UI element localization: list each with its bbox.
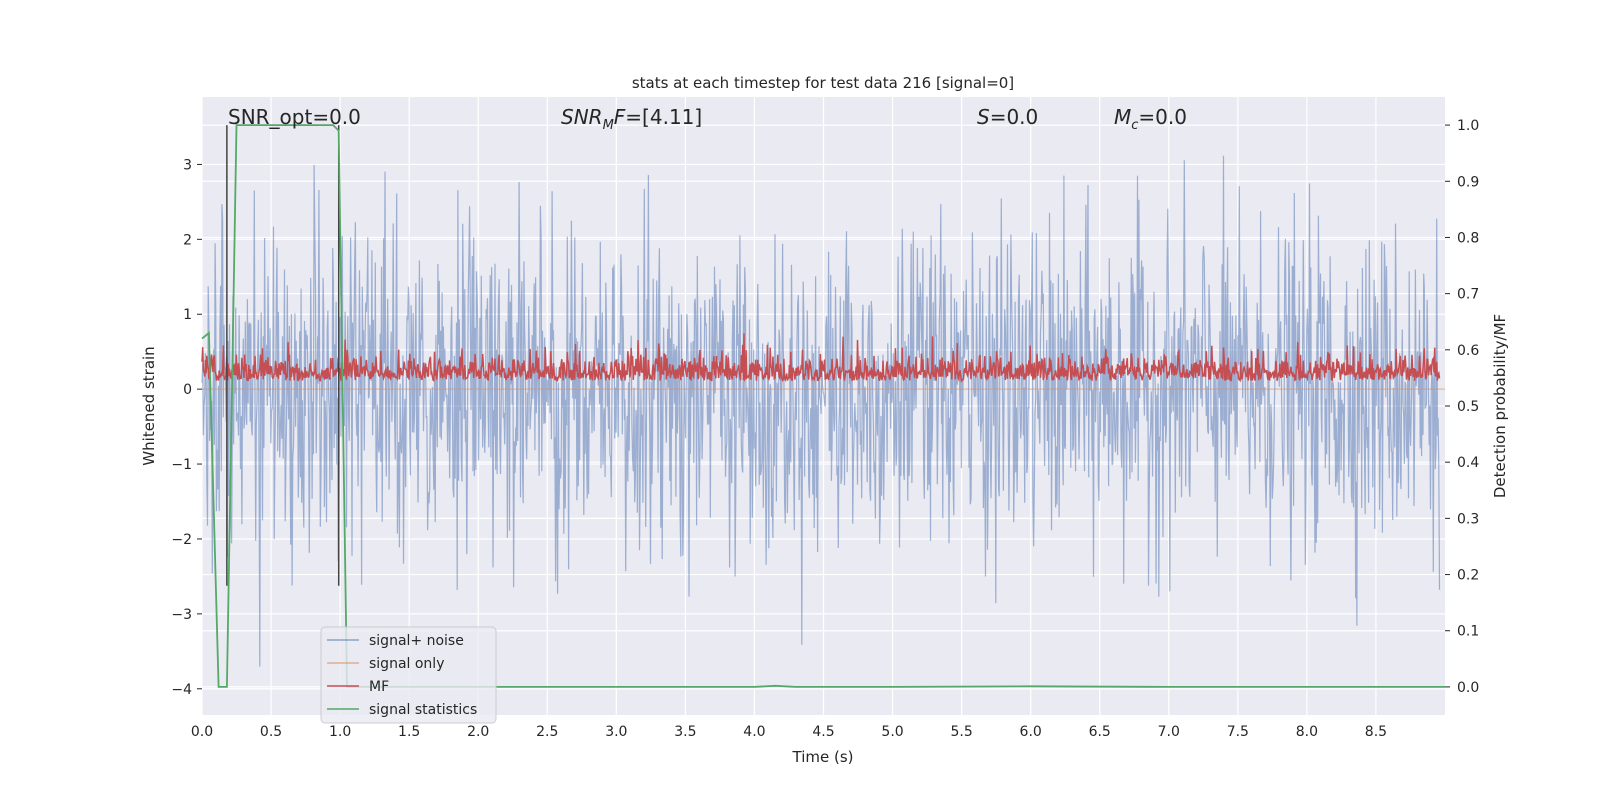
x-tick-label: 1.0 [329, 724, 351, 740]
annotation-snr-mf: SNRMF=[4.11] [561, 105, 702, 133]
x-tick-label: 4.5 [812, 724, 834, 740]
y2-tick-label: 0.6 [1457, 343, 1479, 359]
series-signal-noise-line [201, 155, 1441, 667]
legend-item-signal-only: signal only [327, 656, 444, 672]
chart-title: stats at each timestep for test data 216… [632, 74, 1014, 92]
y2-tick-label: 1.0 [1457, 118, 1479, 134]
x-tick-label: 5.5 [950, 724, 972, 740]
x-tick-label: 3.0 [605, 724, 627, 740]
x-tick-label: 8.0 [1296, 724, 1318, 740]
annotation-snr-mf-tail: F [614, 105, 626, 129]
y-tick-label: 0 [183, 382, 192, 398]
legend-label: MF [369, 679, 389, 695]
legend-item-signal-noise: signal+ noise [327, 633, 464, 649]
legend-label: signal only [369, 656, 444, 672]
y2-axis-label: Detection probability/MF [1491, 314, 1509, 498]
annotation-snr-opt: SNR_opt=0.0 [228, 105, 361, 129]
y-tick-label: 3 [183, 157, 192, 173]
y2-tick-label: 0.3 [1457, 511, 1479, 527]
y2-tick-label: 0.9 [1457, 174, 1479, 190]
x-tick-label: 6.0 [1020, 724, 1042, 740]
y-tick-labels: −4 −3 −2 −1 0 1 2 3 [171, 157, 202, 698]
x-tick-label: 0.5 [260, 724, 282, 740]
y-tick-label: −1 [171, 457, 192, 473]
annotation-snr-mf-base: SNR [561, 105, 603, 129]
x-axis-label: Time (s) [792, 748, 854, 766]
annotation-s-value: =0.0 [990, 105, 1039, 129]
x-tick-label: 6.5 [1089, 724, 1111, 740]
y2-tick-label: 0.2 [1457, 568, 1479, 584]
annotation-mc-base: M [1114, 105, 1131, 129]
annotation-snr-mf-value: =[4.11] [625, 105, 702, 129]
legend-item-signal-statistics: signal statistics [327, 702, 477, 718]
x-tick-label: 7.0 [1158, 724, 1180, 740]
y-tick-label: 1 [183, 307, 192, 323]
annotation-mc-sub: c [1131, 118, 1138, 133]
x-tick-labels: 0.0 0.5 1.0 1.5 2.0 2.5 3.0 3.5 4.0 4.5 5.0 5.5 6.0 6… [191, 724, 1387, 740]
x-tick-label: 3.5 [674, 724, 696, 740]
y-tick-label: 2 [183, 232, 192, 248]
legend-label: signal+ noise [369, 633, 464, 649]
legend-box [320, 626, 497, 724]
x-tick-label: 8.5 [1365, 724, 1387, 740]
legend-item-mf: MF [327, 679, 389, 695]
x-tick-label: 5.0 [881, 724, 903, 740]
y2-tick-label: 0.8 [1457, 230, 1479, 246]
legend-label: signal statistics [369, 702, 477, 718]
x-tick-label: 7.5 [1227, 724, 1249, 740]
y2-tick-labels: 0.0 0.1 0.2 0.3 0.4 0.5 0.6 0.7 0.8 0.9 1.0 [1445, 118, 1479, 696]
y-axis-label: Whitened strain [140, 346, 158, 465]
annotation-s: S=0.0 [977, 105, 1038, 129]
x-tick-label: 4.0 [743, 724, 765, 740]
y-tick-label: −4 [171, 682, 192, 698]
y2-tick-label: 0.5 [1457, 399, 1479, 415]
y2-tick-label: 0.7 [1457, 287, 1479, 303]
y2-tick-label: 0.0 [1457, 680, 1479, 696]
annotations: SNR_opt=0.0 SNRMF=[4.11] S=0.0 Mc=0.0 [228, 105, 1187, 133]
x-tick-label: 2.0 [467, 724, 489, 740]
series-mf-line [201, 333, 1441, 383]
y-tick-label: −2 [171, 532, 192, 548]
x-tick-label: 1.5 [398, 724, 420, 740]
x-tick-label: 0.0 [191, 724, 213, 740]
legend: signal+ noise signal only MF signal stat… [320, 626, 497, 724]
y2-tick-label: 0.4 [1457, 455, 1479, 471]
x-tick-label: 2.5 [536, 724, 558, 740]
y-tick-label: −3 [171, 607, 192, 623]
annotation-mc: Mc=0.0 [1114, 105, 1187, 133]
y2-tick-label: 0.1 [1457, 624, 1479, 640]
annotation-snr-mf-sub: M [603, 118, 614, 133]
annotation-mc-value: =0.0 [1138, 105, 1187, 129]
annotation-s-base: S [977, 105, 990, 129]
